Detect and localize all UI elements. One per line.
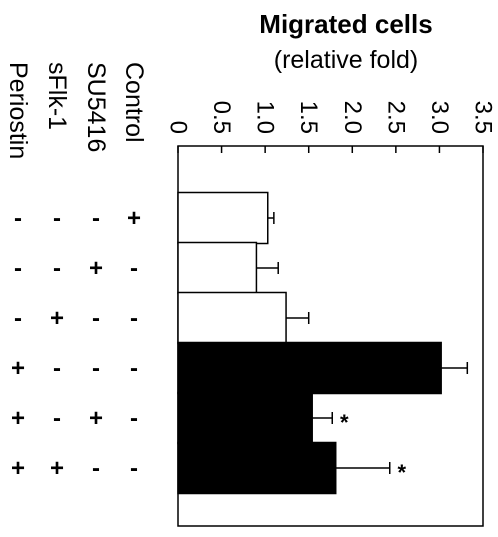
factor-sign: - <box>14 205 22 232</box>
tick-label: 3.0 <box>426 101 453 134</box>
factor-sign: - <box>92 205 100 232</box>
bars <box>177 191 442 495</box>
factor-sign: - <box>92 455 100 482</box>
factor-sign: + <box>11 355 25 382</box>
tick-label: 1.5 <box>295 101 322 134</box>
factor-sign: - <box>53 355 61 382</box>
factor-sign: + <box>11 405 25 432</box>
factor-sign: - <box>130 355 138 382</box>
factor-label: SU5416 <box>82 62 110 152</box>
factor-sign: + <box>89 405 103 432</box>
significance-marker: * <box>397 460 406 485</box>
bar <box>177 241 258 295</box>
tick-label: 2.5 <box>382 101 409 134</box>
bar <box>177 441 337 495</box>
tick-label: 1.0 <box>252 101 279 134</box>
value-axis-ticks <box>177 146 484 153</box>
chart-title: Migrated cells <box>259 9 432 39</box>
factor-sign: - <box>92 355 100 382</box>
tick-label: 0 <box>165 121 192 134</box>
factor-sign: - <box>92 305 100 332</box>
factor-sign: - <box>130 305 138 332</box>
factor-sign: - <box>14 255 22 282</box>
bar <box>177 341 442 395</box>
factor-label: Control <box>120 62 148 143</box>
factor-sign: - <box>14 305 22 332</box>
bar <box>177 391 313 445</box>
factor-label: Periostin <box>4 62 32 159</box>
factor-sign: + <box>50 455 64 482</box>
factor-sign: + <box>50 305 64 332</box>
significance-marker: * <box>340 410 349 435</box>
factor-sign: + <box>89 255 103 282</box>
factor-sign-grid: +----+----+----+-+-+--++ <box>11 205 141 482</box>
factor-sign: + <box>11 455 25 482</box>
factor-sign: - <box>53 405 61 432</box>
bar <box>177 191 269 245</box>
factor-sign: - <box>130 405 138 432</box>
bar <box>177 291 287 345</box>
factor-sign: - <box>53 205 61 232</box>
tick-label: 2.0 <box>339 101 366 134</box>
factor-labels: Control SU5416 sFlk-1 Periostin <box>4 62 148 159</box>
factor-sign: - <box>53 255 61 282</box>
value-axis-tick-labels: 0 0.5 1.0 1.5 2.0 2.5 3.0 3.5 <box>165 101 497 134</box>
error-bars <box>256 212 469 474</box>
tick-label: 0.5 <box>208 101 235 134</box>
factor-sign: - <box>130 255 138 282</box>
tick-label: 3.5 <box>470 101 497 134</box>
significance-markers: ** <box>340 410 407 485</box>
factor-sign: + <box>127 205 141 232</box>
chart-subtitle: (relative fold) <box>274 46 419 74</box>
factor-label: sFlk-1 <box>43 62 71 130</box>
factor-sign: - <box>130 455 138 482</box>
